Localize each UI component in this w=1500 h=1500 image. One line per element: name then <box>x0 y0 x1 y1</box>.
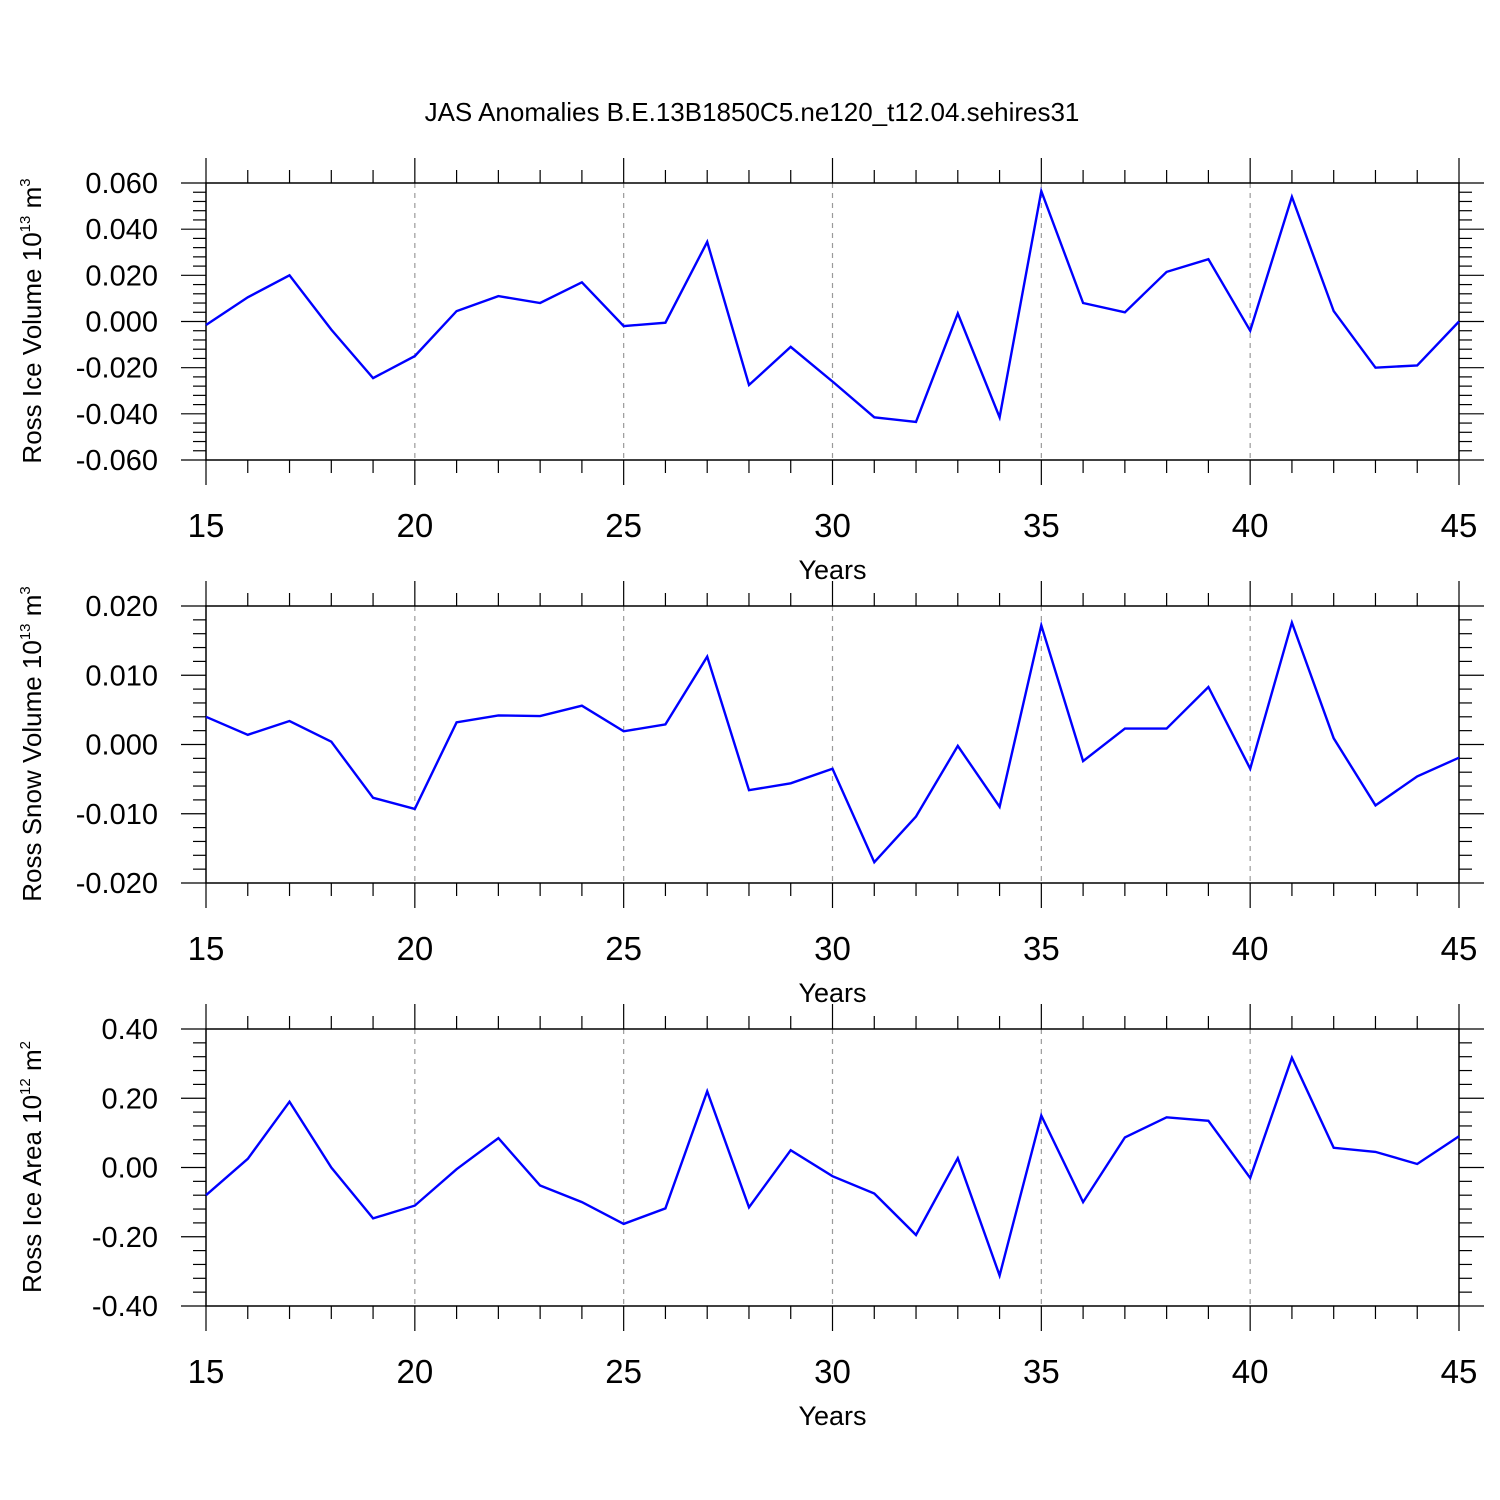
x-tick-label: 20 <box>396 507 433 544</box>
series-line <box>205 186 1460 424</box>
x-axis-label: Years <box>798 555 866 585</box>
y-axis-label: Ross Snow Volume 1013 m3 <box>17 586 47 902</box>
x-tick-label: 15 <box>188 507 225 544</box>
panel-2: 15 20 25 30 35 40 45 0.020 0.010 0.000 -0.010 -0.02… <box>17 581 1484 1008</box>
y-axis-label: Ross Ice Volume 1013 m3 <box>17 178 47 463</box>
x-axis-label: Years <box>798 978 866 1008</box>
y-axis-label: Ross Ice Area 1012 m2 <box>17 1041 47 1293</box>
y-tick-label: -0.020 <box>76 353 158 385</box>
x-tick-label: 45 <box>1441 1353 1478 1390</box>
y-axis-label-superscript: 3 <box>17 586 34 594</box>
y-tick-label: 0.020 <box>85 591 158 623</box>
y-tick-label: 0.00 <box>102 1153 158 1185</box>
y-tick-label: -0.40 <box>92 1291 158 1323</box>
y-axis-label-superscript: 13 <box>17 623 34 640</box>
x-tick-label: 30 <box>814 1353 851 1390</box>
y-axis-label-text: Ross Ice Area 10 <box>17 1095 47 1293</box>
panel-3: 15 20 25 30 35 40 45 0.40 0.20 0.00 -0.20 -0.40 Year… <box>17 1004 1484 1431</box>
x-axis-label: Years <box>798 1401 866 1431</box>
x-tick-label: 30 <box>814 930 851 967</box>
y-tick-label: 0.020 <box>85 260 158 292</box>
x-tick-label: 40 <box>1232 930 1269 967</box>
x-tick-label: 25 <box>605 1353 642 1390</box>
x-tick-label: 20 <box>396 930 433 967</box>
y-tick-label: -0.020 <box>76 868 158 900</box>
y-axis-label-superscript: 12 <box>17 1078 34 1095</box>
y-tick-label: -0.040 <box>76 399 158 431</box>
y-tick-label: -0.20 <box>92 1222 158 1254</box>
x-tick-label: 40 <box>1232 1353 1269 1390</box>
y-axis-label-superscript: 2 <box>17 1041 34 1049</box>
x-tick-label: 35 <box>1023 507 1060 544</box>
y-tick-label: 0.010 <box>85 660 158 692</box>
y-axis-label-text: Ross Ice Volume 10 <box>17 232 47 463</box>
y-tick-label: -0.060 <box>76 445 158 477</box>
x-tick-label: 30 <box>814 507 851 544</box>
series-line <box>205 1054 1460 1280</box>
y-axis-label-text: m <box>17 187 47 216</box>
y-tick-label: 0.20 <box>102 1083 158 1115</box>
x-tick-label: 35 <box>1023 930 1060 967</box>
x-tick-label: 25 <box>605 930 642 967</box>
x-tick-label: 15 <box>188 1353 225 1390</box>
chart-title: JAS Anomalies B.E.13B1850C5.ne120_t12.04… <box>425 97 1080 127</box>
panel-1: 15 20 25 30 35 40 45 0.060 0.040 0.020 0.000 -0.020… <box>17 158 1484 585</box>
x-tick-label: 45 <box>1441 930 1478 967</box>
y-tick-label: 0.060 <box>85 168 158 200</box>
chart-panels: 15 20 25 30 35 40 45 0.060 0.040 0.020 0.000 -0.020… <box>17 158 1484 1431</box>
y-tick-label: 0.040 <box>85 214 158 246</box>
y-axis-label-text: m <box>17 595 47 624</box>
y-axis-label-text: Ross Snow Volume 10 <box>17 640 47 902</box>
y-tick-label: 0.000 <box>85 730 158 762</box>
y-tick-label: 0.40 <box>102 1014 158 1046</box>
x-tick-label: 20 <box>396 1353 433 1390</box>
x-tick-label: 45 <box>1441 507 1478 544</box>
x-tick-label: 25 <box>605 507 642 544</box>
y-axis-label-superscript: 3 <box>17 178 34 186</box>
x-tick-label: 40 <box>1232 507 1269 544</box>
y-tick-label: -0.010 <box>76 799 158 831</box>
y-axis-label-text: m <box>17 1049 47 1078</box>
x-tick-label: 15 <box>188 930 225 967</box>
y-axis-label-superscript: 13 <box>17 216 34 233</box>
x-tick-label: 35 <box>1023 1353 1060 1390</box>
y-tick-label: 0.000 <box>85 307 158 339</box>
series-line <box>205 618 1460 865</box>
